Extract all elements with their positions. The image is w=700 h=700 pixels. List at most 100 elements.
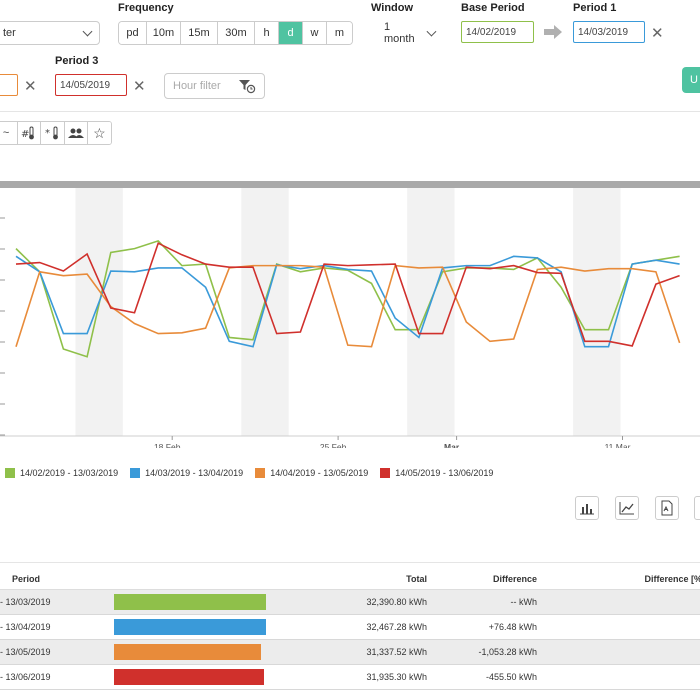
col-difference: Difference xyxy=(427,569,537,590)
freq-pd-button[interactable]: pd xyxy=(119,22,147,44)
freq-m-button[interactable]: m xyxy=(327,22,352,44)
total-bar xyxy=(114,593,266,610)
freq-10m-button[interactable]: 10m xyxy=(147,22,181,44)
x-tick-label: Mar xyxy=(444,442,460,448)
col-total: Total xyxy=(363,569,427,590)
x-tick-label: 18 Feb xyxy=(154,442,181,448)
legend-swatch xyxy=(130,468,141,478)
divider xyxy=(0,562,700,563)
weekend-band xyxy=(241,188,289,436)
total-cell: 32,390.80 kWh xyxy=(363,589,427,615)
legend-item-period1[interactable]: 14/03/2019 - 13/04/2019 xyxy=(130,468,243,478)
difference-pct-cell xyxy=(537,664,700,690)
difference-cell: -- kWh xyxy=(427,589,537,615)
freq-30m-button[interactable]: 30m xyxy=(218,22,255,44)
series-line-2 xyxy=(15,264,681,348)
base-period-label: Base Period xyxy=(461,2,525,14)
bar-cell xyxy=(113,614,363,640)
remove-period1-icon[interactable]: ✕ xyxy=(651,25,664,42)
weekend-band xyxy=(573,188,621,436)
legend-label: 14/05/2019 - 13/06/2019 xyxy=(395,468,494,478)
remove-period2-icon[interactable]: ✕ xyxy=(24,78,37,95)
hour-filter-input[interactable]: Hour filter xyxy=(164,73,265,99)
users-icon[interactable] xyxy=(64,122,88,144)
hour-filter-placeholder: Hour filter xyxy=(173,80,221,92)
bar-cell xyxy=(113,664,363,690)
freq-15m-button[interactable]: 15m xyxy=(181,22,218,44)
difference-cell: -455.50 kWh xyxy=(427,664,537,690)
freq-h-button[interactable]: h xyxy=(255,22,279,44)
freq-w-button[interactable]: w xyxy=(303,22,327,44)
meter-select[interactable]: ter xyxy=(0,21,100,45)
legend-label: 14/02/2019 - 13/03/2019 xyxy=(20,468,119,478)
period1-input[interactable]: 14/03/2019 xyxy=(573,21,645,43)
filter-clock-icon xyxy=(239,80,256,94)
export-button[interactable] xyxy=(694,496,700,520)
star-icon[interactable]: ☆ xyxy=(87,122,111,144)
col-difference-pct: Difference [% xyxy=(537,569,700,590)
chart-toolbar: ~ # * ☆ xyxy=(0,121,112,145)
difference-pct-cell xyxy=(537,614,700,640)
sparkline-icon[interactable]: ~ xyxy=(0,122,19,144)
period-cell: - 13/04/2019 xyxy=(0,614,113,640)
window-select-value: 1 month xyxy=(384,21,415,45)
difference-cell: +76.48 kWh xyxy=(427,614,537,640)
total-bar xyxy=(114,668,264,685)
temperature-star-icon[interactable]: * xyxy=(41,122,65,144)
base-period-input[interactable]: 14/02/2019 xyxy=(461,21,534,43)
legend-label: 14/04/2019 - 13/05/2019 xyxy=(270,468,369,478)
export-pdf-button[interactable] xyxy=(655,496,679,520)
table-row: - 13/06/2019 31,935.30 kWh -455.50 kWh xyxy=(0,664,700,690)
divider xyxy=(0,111,700,112)
legend-label: 14/03/2019 - 13/04/2019 xyxy=(145,468,244,478)
frequency-label: Frequency xyxy=(118,2,174,14)
arrow-right-icon xyxy=(544,25,562,39)
legend-item-period2[interactable]: 14/04/2019 - 13/05/2019 xyxy=(255,468,368,478)
chevron-down-icon xyxy=(82,26,93,36)
col-period: Period xyxy=(0,569,113,590)
bar-chart-button[interactable] xyxy=(575,496,599,520)
svg-text:#: # xyxy=(21,129,29,140)
difference-cell: -1,053.28 kWh xyxy=(427,639,537,665)
table-header-row: Period Total Difference Difference [% xyxy=(0,569,700,590)
legend-item-period3[interactable]: 14/05/2019 - 13/06/2019 xyxy=(380,468,493,478)
line-chart-button[interactable] xyxy=(615,496,639,520)
freq-d-button[interactable]: d xyxy=(279,22,303,44)
series-line-3 xyxy=(15,242,680,347)
summary-table: Period Total Difference Difference [% - … xyxy=(0,569,700,690)
bar-cell xyxy=(113,639,363,665)
legend-swatch xyxy=(5,468,15,478)
period2-input[interactable] xyxy=(0,74,18,96)
chart-navigator-bar xyxy=(0,181,700,188)
period3-input[interactable]: 14/05/2019 xyxy=(55,74,127,96)
legend-swatch xyxy=(380,468,391,478)
line-chart: 18 Feb 25 Feb Mar 11 Mar xyxy=(0,181,700,448)
window-label: Window xyxy=(371,2,414,14)
line-chart-icon xyxy=(619,502,634,515)
legend-swatch xyxy=(255,468,266,478)
legend-item-base[interactable]: 14/02/2019 - 13/03/2019 xyxy=(5,468,118,478)
window-select[interactable]: 1 month xyxy=(371,21,443,45)
total-cell: 31,337.52 kWh xyxy=(363,639,427,665)
period-cell: - 13/06/2019 xyxy=(0,664,113,690)
difference-pct-cell xyxy=(537,589,700,615)
chart-legend: 14/02/2019 - 13/03/2019 14/03/2019 - 13/… xyxy=(5,468,493,478)
update-button[interactable]: U xyxy=(682,67,700,93)
update-button-label: U xyxy=(690,74,698,86)
total-bar xyxy=(114,643,261,660)
weekend-band xyxy=(75,188,123,436)
temperature-hash-icon[interactable]: # xyxy=(18,122,42,144)
total-cell: 31,935.30 kWh xyxy=(363,664,427,690)
frequency-button-group: pd 10m 15m 30m h d w m xyxy=(118,21,353,45)
total-bar xyxy=(114,618,266,635)
document-icon xyxy=(661,500,673,516)
col-bar xyxy=(113,569,363,590)
period1-label: Period 1 xyxy=(573,2,617,14)
svg-text:*: * xyxy=(45,128,50,139)
remove-period3-icon[interactable]: ✕ xyxy=(133,78,146,95)
weekend-band xyxy=(407,188,455,436)
total-cell: 32,467.28 kWh xyxy=(363,614,427,640)
bar-cell xyxy=(113,589,363,615)
x-tick-label: 25 Feb xyxy=(320,442,347,448)
table-row: - 13/04/2019 32,467.28 kWh +76.48 kWh xyxy=(0,614,700,640)
